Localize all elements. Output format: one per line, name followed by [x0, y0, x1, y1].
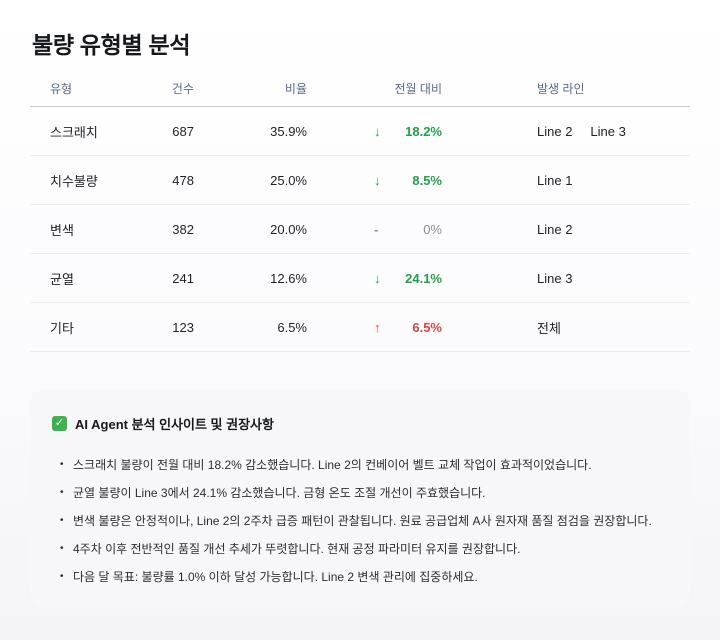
defect-type-cell: 기타 — [50, 320, 74, 336]
lines-cell: Line 2 — [442, 222, 690, 237]
change-value: 18.2% — [405, 123, 442, 139]
ratio-cell: 25.0% — [270, 172, 307, 188]
line-tag: Line 2 — [537, 221, 573, 237]
table-row[interactable]: 치수불량 478 25.0% ↓ 8.5% Line 1 — [30, 156, 690, 205]
ratio-cell: 20.0% — [270, 221, 307, 237]
column-header-type[interactable]: 유형 — [50, 82, 73, 96]
defect-type-table: 유형 건수 비율 전월 대비 발생 라인 스크래치 687 35.9% ↓ 18… — [30, 71, 690, 352]
insights-title-text: AI Agent 분석 인사이트 및 권장사항 — [75, 417, 274, 432]
lines-cell: 전체 — [442, 318, 690, 337]
lines-cell: Line 3 — [442, 271, 690, 286]
arrow-up-icon: ↑ — [374, 319, 381, 335]
table-row[interactable]: 기타 123 6.5% ↑ 6.5% 전체 — [30, 303, 690, 352]
insights-list: • 스크래치 불량이 전월 대비 18.2% 감소했습니다. Line 2의 컨베… — [60, 450, 652, 590]
table-row[interactable]: 변색 382 20.0% - 0% Line 2 — [30, 205, 690, 254]
insight-text: 균열 불량이 Line 3에서 24.1% 감소했습니다. 금형 온도 조절 개… — [73, 485, 486, 500]
change-cell: - 0% — [307, 222, 442, 237]
count-cell: 478 — [172, 172, 194, 188]
insights-title: ✓ AI Agent 분석 인사이트 및 권장사항 — [52, 414, 274, 433]
change-value: 6.5% — [412, 319, 442, 335]
table-row[interactable]: 스크래치 687 35.9% ↓ 18.2% Line 2 Line 3 — [30, 107, 690, 156]
arrow-down-icon: ↓ — [374, 172, 381, 188]
count-cell: 687 — [172, 123, 194, 139]
bullet-icon: • — [60, 570, 64, 582]
lines-cell: Line 2 Line 3 — [442, 124, 690, 139]
line-tag: 전체 — [537, 320, 561, 336]
count-cell: 382 — [172, 221, 194, 237]
list-item: • 변색 불량은 안정적이나, Line 2의 2주차 급증 패턴이 관찰됩니다.… — [60, 506, 652, 534]
change-value: 24.1% — [405, 270, 442, 286]
count-cell: 241 — [172, 270, 194, 286]
page-title: 불량 유형별 분석 — [32, 32, 191, 58]
defect-type-cell: 변색 — [50, 222, 74, 238]
ai-insights-panel: ✓ AI Agent 분석 인사이트 및 권장사항 • 스크래치 불량이 전월 대… — [30, 390, 690, 608]
line-tag: Line 3 — [537, 270, 573, 286]
arrow-down-icon: ↓ — [374, 123, 381, 139]
list-item: • 다음 달 목표: 불량률 1.0% 이하 달성 가능합니다. Line 2 변… — [60, 562, 652, 590]
bullet-icon: • — [60, 458, 64, 470]
change-cell: ↓ 18.2% — [307, 124, 442, 139]
defect-type-cell: 치수불량 — [50, 173, 98, 189]
bullet-icon: • — [60, 514, 64, 526]
change-value: 0% — [423, 221, 442, 237]
check-box-icon: ✓ — [52, 416, 67, 431]
insight-text: 스크래치 불량이 전월 대비 18.2% 감소했습니다. Line 2의 컨베이… — [73, 457, 592, 472]
column-header-count[interactable]: 건수 — [171, 82, 194, 96]
ratio-cell: 35.9% — [270, 123, 307, 139]
line-tag: Line 3 — [590, 123, 626, 139]
list-item: • 균열 불량이 Line 3에서 24.1% 감소했습니다. 금형 온도 조절 … — [60, 478, 652, 506]
defect-type-cell: 스크래치 — [50, 124, 98, 140]
defect-type-cell: 균열 — [50, 271, 74, 287]
column-header-lines[interactable]: 발생 라인 — [537, 82, 585, 96]
table-row[interactable]: 균열 241 12.6% ↓ 24.1% Line 3 — [30, 254, 690, 303]
count-cell: 123 — [172, 319, 194, 335]
table-header-row: 유형 건수 비율 전월 대비 발생 라인 — [30, 71, 690, 107]
column-header-change[interactable]: 전월 대비 — [394, 82, 443, 96]
ratio-cell: 12.6% — [270, 270, 307, 286]
change-value: 8.5% — [412, 172, 442, 188]
lines-cell: Line 1 — [442, 173, 690, 188]
line-tag: Line 2 — [537, 123, 573, 139]
column-header-ratio[interactable]: 비율 — [284, 82, 307, 96]
list-item: • 4주차 이후 전반적인 품질 개선 추세가 뚜렷합니다. 현재 공정 파라미터… — [60, 534, 652, 562]
insight-text: 변색 불량은 안정적이나, Line 2의 2주차 급증 패턴이 관찰됩니다. … — [73, 513, 652, 528]
arrow-down-icon: ↓ — [374, 270, 381, 286]
line-tag: Line 1 — [537, 172, 573, 188]
bullet-icon: • — [60, 542, 64, 554]
change-cell: ↑ 6.5% — [307, 320, 442, 335]
insight-text: 다음 달 목표: 불량률 1.0% 이하 달성 가능합니다. Line 2 변색… — [73, 569, 478, 584]
change-cell: ↓ 24.1% — [307, 271, 442, 286]
change-cell: ↓ 8.5% — [307, 173, 442, 188]
dash-icon: - — [374, 221, 379, 237]
ratio-cell: 6.5% — [277, 319, 307, 335]
insight-text: 4주차 이후 전반적인 품질 개선 추세가 뚜렷합니다. 현재 공정 파라미터 … — [73, 541, 521, 556]
bullet-icon: • — [60, 486, 64, 498]
list-item: • 스크래치 불량이 전월 대비 18.2% 감소했습니다. Line 2의 컨베… — [60, 450, 652, 478]
